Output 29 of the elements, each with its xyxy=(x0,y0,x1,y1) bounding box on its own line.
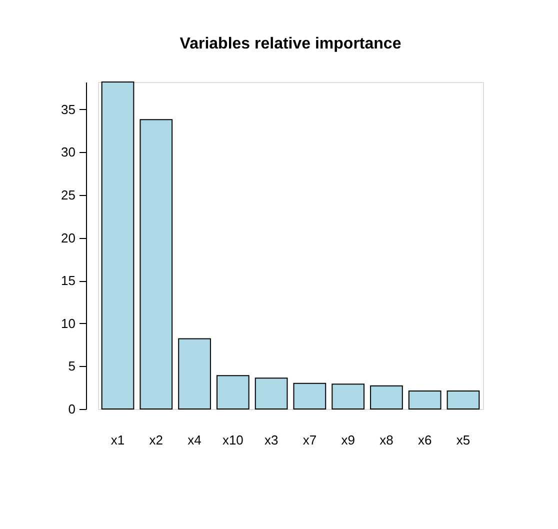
x-tick-label: x6 xyxy=(418,432,432,448)
x-tick-label: x7 xyxy=(302,432,317,448)
y-tick-label: 25 xyxy=(61,187,76,202)
y-tick-label: 0 xyxy=(68,402,76,416)
bar xyxy=(293,382,326,410)
y-tick-label: 5 xyxy=(68,358,76,374)
x-tick-label: x1 xyxy=(110,432,125,448)
x-tick-label: x8 xyxy=(380,432,394,448)
bar xyxy=(254,378,288,410)
y-tick-label: 20 xyxy=(61,230,76,246)
x-tick-label: x9 xyxy=(341,432,355,448)
x-tick-label: x5 xyxy=(456,432,470,448)
bar xyxy=(178,338,211,410)
bar xyxy=(370,385,403,410)
bar xyxy=(216,375,250,410)
x-tick-label: x4 xyxy=(188,432,202,448)
bar xyxy=(446,390,480,410)
y-tick-label: 35 xyxy=(61,102,76,117)
y-tick-label: 30 xyxy=(61,144,76,160)
bar xyxy=(332,384,365,410)
bar xyxy=(140,119,173,410)
x-tick-label: x3 xyxy=(264,432,278,448)
x-tick-label: x2 xyxy=(149,432,164,448)
bar xyxy=(101,82,134,410)
bar xyxy=(408,390,442,410)
x-tick-label: x10 xyxy=(222,432,244,448)
y-tick-label: 15 xyxy=(61,273,76,288)
chart-title: Variables relative importance xyxy=(180,36,402,52)
y-tick-label: 10 xyxy=(61,316,76,331)
